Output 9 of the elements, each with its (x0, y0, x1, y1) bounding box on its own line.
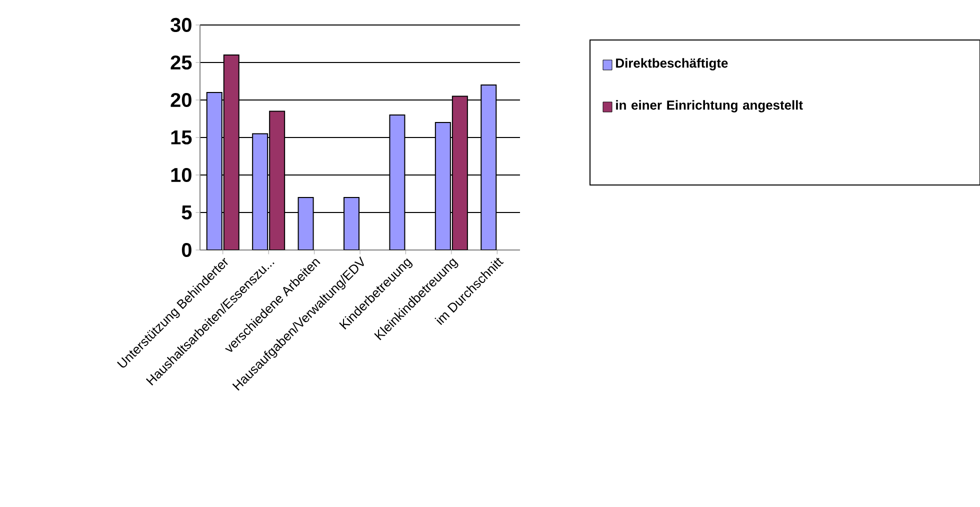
y-tick-label: 15 (171, 130, 192, 144)
y-tick-label: 30 (170, 18, 192, 32)
y-tick-label: 10 (171, 168, 192, 182)
y-tick-label: 0 (182, 242, 192, 258)
legend-label: Direktbeschäftigte (616, 58, 728, 70)
legend-label: in einer Einrichtung angestellt (616, 100, 803, 112)
y-tick-label: 5 (182, 206, 192, 220)
y-tick-label: 20 (170, 92, 192, 108)
y-tick-label: 25 (170, 55, 192, 70)
